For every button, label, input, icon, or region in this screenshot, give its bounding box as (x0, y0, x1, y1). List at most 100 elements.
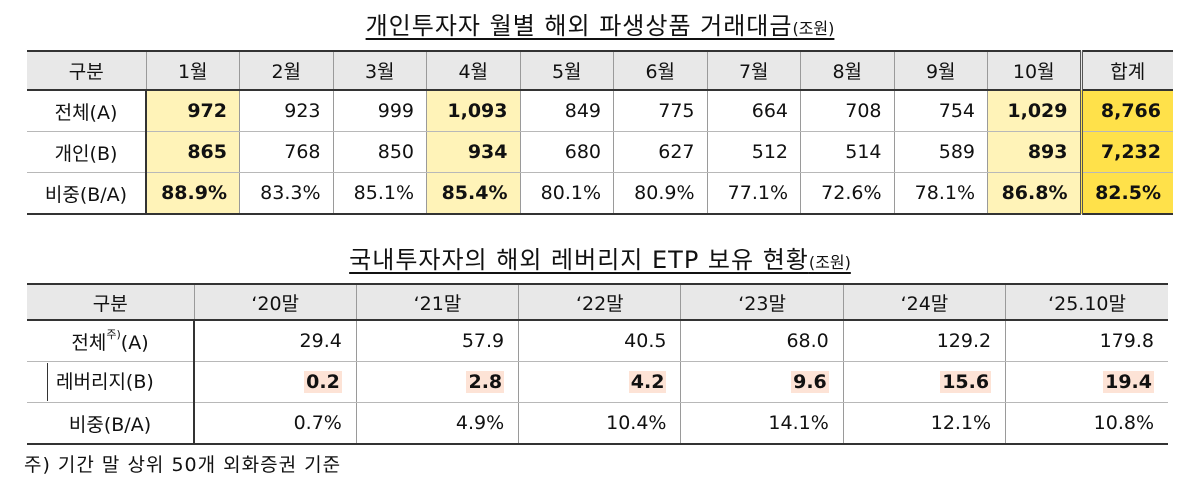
row-label: 전체주)(A) (27, 320, 196, 362)
table-row: 개인(B) 865 768 850 934 680 627 512 514 58… (27, 131, 1173, 173)
table-row: 비중(B/A) 0.7% 4.9% 10.4% 14.1% 12.1% 10.8… (27, 402, 1168, 445)
highlighted-value: 19.4 (1103, 371, 1154, 393)
table-cell: 78.1% (893, 172, 988, 215)
header-cell: 4월 (426, 50, 520, 91)
row-label: 개인(B) (27, 131, 147, 173)
table-cell: 83.3% (239, 172, 333, 215)
table-cell: 80.9% (613, 172, 707, 215)
table-cell: 19.4 (1005, 361, 1168, 403)
table-cell: 849 (519, 90, 614, 132)
monthly-derivatives-table: 구분 1월 2월 3월 4월 5월 6월 7월 8월 9월 10월 합계 전체(… (27, 50, 1173, 215)
table-cell: 512 (706, 131, 801, 173)
header-cell: 구분 (27, 283, 195, 321)
table1-unit: (조원) (792, 19, 835, 38)
table-cell: 2.8 (355, 361, 519, 403)
header-cell: 7월 (706, 50, 801, 91)
row-label: 레버리지(B) (27, 361, 196, 403)
table-header-row: 구분 ‘20말 ‘21말 ‘22말 ‘23말 ‘24말 ‘25.10말 (27, 283, 1168, 321)
header-cell: 1월 (145, 50, 240, 91)
header-cell: 구분 (27, 50, 146, 91)
table-cell: 708 (800, 90, 894, 132)
header-cell: ‘21말 (355, 283, 519, 321)
table-cell: 9.6 (680, 361, 844, 403)
header-cell: ‘23말 (680, 283, 844, 321)
table1-title: 개인투자자 월별 해외 파생상품 거래대금(조원) (0, 6, 1200, 41)
table-cell: 893 (987, 131, 1081, 173)
table-cell: 85.1% (332, 172, 427, 215)
table-cell-total: 7,232 (1079, 131, 1173, 173)
table-cell: 664 (706, 90, 801, 132)
row-label-text: 레버리지(B) (47, 363, 154, 401)
highlighted-value: 9.6 (791, 371, 829, 393)
header-cell: ‘20말 (193, 283, 357, 321)
header-cell: 8월 (800, 50, 894, 91)
table-cell: 77.1% (706, 172, 801, 215)
table-cell: 589 (893, 131, 988, 173)
table-cell: 0.2 (193, 361, 357, 403)
leverage-etp-holdings-table: 구분 ‘20말 ‘21말 ‘22말 ‘23말 ‘24말 ‘25.10말 전체주)… (27, 283, 1168, 445)
table-cell: 865 (145, 131, 240, 173)
table-cell: 12.1% (842, 402, 1006, 445)
table-cell: 57.9 (355, 320, 519, 362)
table-cell: 0.7% (193, 402, 357, 445)
table-cell: 514 (800, 131, 894, 173)
table-cell: 934 (426, 131, 520, 173)
row-label: 비중(B/A) (27, 402, 196, 445)
table-cell: 129.2 (842, 320, 1006, 362)
header-cell: ‘24말 (842, 283, 1006, 321)
table-cell: 4.2 (518, 361, 681, 403)
table-cell: 627 (613, 131, 707, 173)
table-header-row: 구분 1월 2월 3월 4월 5월 6월 7월 8월 9월 10월 합계 (27, 50, 1173, 91)
table-cell: 72.6% (800, 172, 894, 215)
footnote: 주) 기간 말 상위 50개 외화증권 기준 (24, 454, 342, 476)
table-cell-total: 82.5% (1079, 172, 1173, 215)
table-cell: 972 (145, 90, 240, 132)
header-cell-total: 합계 (1079, 50, 1173, 91)
highlighted-value: 15.6 (940, 371, 992, 393)
header-cell: 3월 (332, 50, 427, 91)
row-label-text: 전체 (71, 331, 107, 354)
table-row: 레버리지(B) 0.2 2.8 4.2 9.6 15.6 19.4 (27, 361, 1168, 403)
table-cell: 768 (239, 131, 333, 173)
table-cell: 88.9% (145, 172, 240, 215)
row-label-suffix: (A) (120, 331, 149, 354)
table-row: 비중(B/A) 88.9% 83.3% 85.1% 85.4% 80.1% 80… (27, 172, 1173, 215)
row-label: 비중(B/A) (27, 172, 147, 215)
highlighted-value: 0.2 (304, 371, 342, 393)
table2-title: 국내투자자의 해외 레버리지 ETP 보유 현황(조원) (0, 240, 1200, 275)
header-cell: ‘25.10말 (1005, 283, 1168, 321)
header-cell: 9월 (893, 50, 988, 91)
header-cell: 5월 (519, 50, 614, 91)
header-cell: ‘22말 (518, 283, 681, 321)
table-cell: 4.9% (355, 402, 519, 445)
table-row: 전체(A) 972 923 999 1,093 849 775 664 708 … (27, 90, 1173, 132)
table-cell: 85.4% (426, 172, 520, 215)
table-cell: 1,093 (426, 90, 520, 132)
table-cell: 1,029 (987, 90, 1081, 132)
header-cell: 6월 (613, 50, 707, 91)
table-cell: 775 (613, 90, 707, 132)
table1-title-text: 개인투자자 월별 해외 파생상품 거래대금 (365, 12, 793, 40)
table-cell: 68.0 (680, 320, 844, 362)
table-row: 전체주)(A) 29.4 57.9 40.5 68.0 129.2 179.8 (27, 320, 1168, 362)
table-cell: 850 (332, 131, 427, 173)
header-cell: 2월 (239, 50, 333, 91)
table-cell: 14.1% (680, 402, 844, 445)
table2-title-text: 국내투자자의 해외 레버리지 ETP 보유 현황 (349, 246, 809, 274)
table-cell: 86.8% (987, 172, 1081, 215)
table-cell: 10.8% (1005, 402, 1168, 445)
table-cell: 80.1% (519, 172, 614, 215)
header-cell: 10월 (987, 50, 1081, 91)
table-cell: 923 (239, 90, 333, 132)
table2-unit: (조원) (808, 253, 851, 272)
footnote-marker: 주) (106, 327, 121, 341)
table-cell: 179.8 (1005, 320, 1168, 362)
table-cell: 754 (893, 90, 988, 132)
table-cell: 999 (332, 90, 427, 132)
table-cell: 680 (519, 131, 614, 173)
table-cell-total: 8,766 (1079, 90, 1173, 132)
table-cell: 29.4 (193, 320, 357, 362)
table-cell: 40.5 (518, 320, 681, 362)
highlighted-value: 2.8 (466, 371, 505, 393)
row-label: 전체(A) (27, 90, 147, 132)
